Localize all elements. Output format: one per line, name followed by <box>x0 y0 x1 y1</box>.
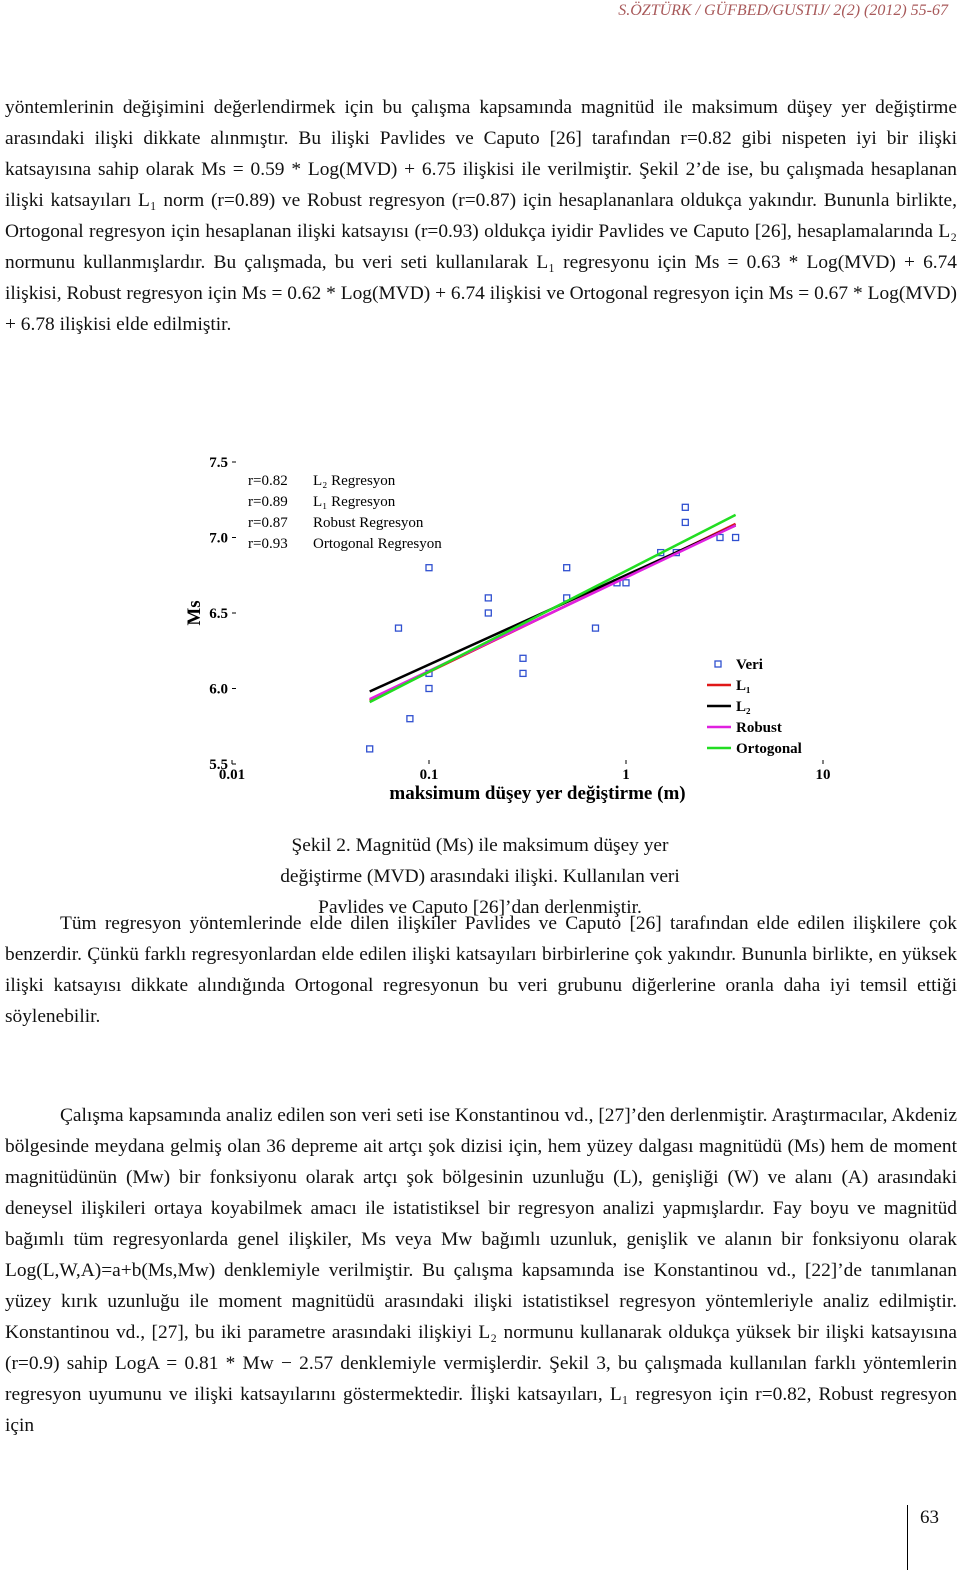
legend-label: L₂ <box>736 699 751 715</box>
paragraph: Çalışma kapsamında analiz edilen son ver… <box>5 1105 957 1436</box>
y-tick-label: 7.5 <box>209 455 228 471</box>
paragraph: yöntemlerinin değişimini değerlendirmek … <box>5 97 957 335</box>
data-point <box>394 624 403 632</box>
running-header: S.ÖZTÜRK / GÜFBED/GUSTIJ/ 2(2) (2012) 55… <box>618 2 948 19</box>
page-number: 63 <box>920 1507 939 1528</box>
y-tick-label: 6.0 <box>209 682 228 698</box>
data-point <box>716 533 724 542</box>
data-point <box>425 564 433 572</box>
annotation-label: Ortogonal Regresyon <box>313 536 442 552</box>
chart: 5.5 6.0 6.5 7.0 7.5 0.01 0.1 1 10 maksimum düşey … <box>184 455 831 804</box>
y-tick-label: 5.5 <box>209 757 228 773</box>
regression-line <box>369 513 737 704</box>
data-point <box>563 564 571 572</box>
x-axis-label: maksimum düşey yer değiştirme (m) <box>389 783 685 804</box>
x-tick-label: 0.1 <box>420 767 439 783</box>
data-point <box>681 518 689 527</box>
separator <box>907 1505 908 1570</box>
legend-label: Robust <box>736 720 782 736</box>
annotation-r: r=0.87 <box>248 515 288 531</box>
y-tick-label: 6.5 <box>209 606 228 622</box>
data-point <box>591 624 600 632</box>
annotation-label: L₂ Regresyon <box>313 473 396 489</box>
annotation-r: r=0.93 <box>248 536 288 552</box>
y-axis-label: Ms <box>184 600 205 625</box>
data-point <box>519 669 527 678</box>
data-point <box>484 594 492 602</box>
x-tick-label: 0.01 <box>219 767 245 783</box>
data-point <box>519 654 527 662</box>
x-tick-label: 1 <box>622 767 630 783</box>
legend-label: Veri <box>736 657 763 673</box>
figure-caption: Şekil 2. Magnitüd (Ms) ile maksimum düşe… <box>280 835 680 918</box>
annotation-label: L₁ Regresyon <box>313 494 396 510</box>
paragraph: Tüm regresyon yöntemlerinde elde dilen i… <box>5 913 957 1027</box>
data-point <box>425 684 433 693</box>
legend-label: Ortogonal <box>736 741 802 757</box>
legend-label: L₁ <box>736 678 751 694</box>
data-point <box>681 503 689 511</box>
data-point <box>484 609 492 617</box>
data-point <box>406 715 414 723</box>
data-point <box>366 745 374 753</box>
data-point <box>622 579 630 587</box>
x-tick-label: 10 <box>816 767 831 783</box>
y-tick-label: 7.0 <box>209 531 228 547</box>
data-point <box>731 533 740 542</box>
annotation-r: r=0.82 <box>248 473 288 489</box>
annotation-r: r=0.89 <box>248 494 288 510</box>
legend-swatch <box>714 660 722 668</box>
annotation-label: Robust Regresyon <box>313 515 424 531</box>
